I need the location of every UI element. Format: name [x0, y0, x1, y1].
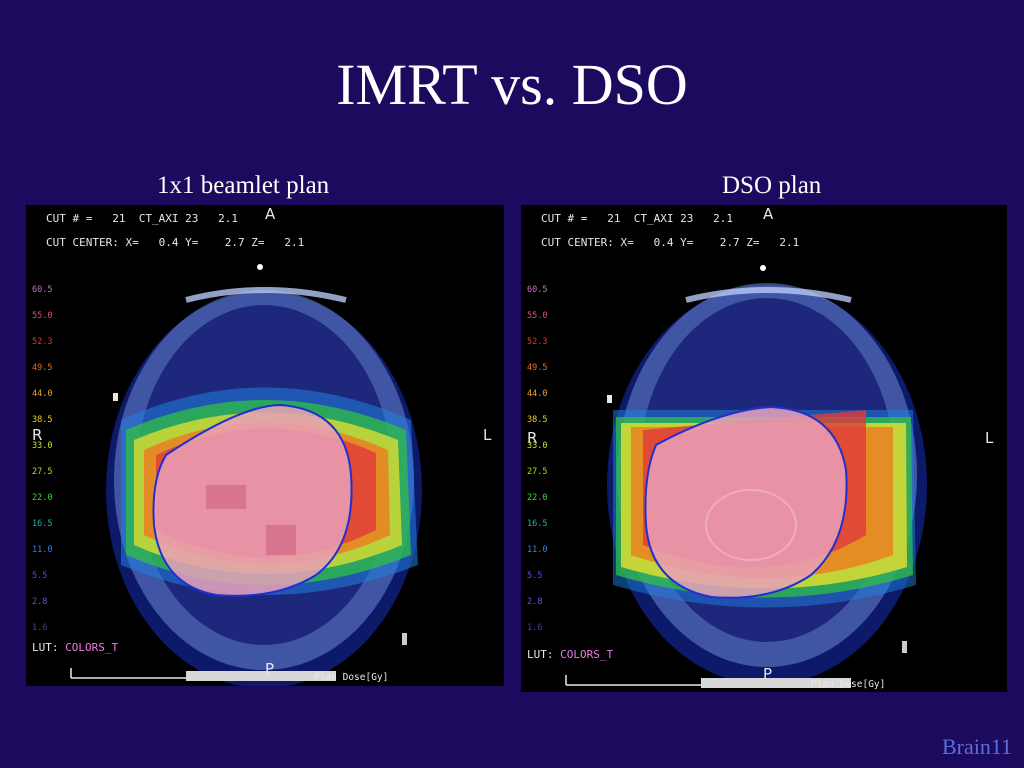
- cut-center-info: CUT CENTER: X= 0.4 Y= 2.7 Z= 2.1: [46, 236, 305, 249]
- legend-item: 44.0: [527, 389, 548, 399]
- ventricle-outline: [705, 489, 797, 561]
- legend-item: 5.5: [32, 571, 48, 581]
- cut-center-info: CUT CENTER: X= 0.4 Y= 2.7 Z= 2.1: [541, 236, 800, 249]
- lut-info: LUT: COLORS_T: [32, 641, 118, 654]
- legend-item: 44.0: [32, 389, 53, 399]
- lut-label: LUT:: [527, 648, 554, 661]
- legend-item: 16.5: [32, 519, 53, 529]
- orient-posterior: P: [265, 660, 275, 678]
- target-contour: [644, 405, 848, 599]
- legend-item: 33.0: [32, 441, 53, 451]
- table-strip: [186, 671, 336, 681]
- caption-beamlet-plan: 1x1 beamlet plan: [157, 172, 330, 199]
- dose-image-dso: CUT # = 21 CT_AXI 23 2.1 CUT CENTER: X= …: [521, 205, 1007, 692]
- orient-right: R: [32, 426, 43, 444]
- legend-item: 2.8: [32, 597, 48, 607]
- legend-item: 49.5: [32, 363, 53, 373]
- legend-item: 33.0: [527, 441, 548, 451]
- legend-item: 55.0: [527, 311, 548, 321]
- legend-item: 52.3: [527, 337, 548, 347]
- legend-item: 27.5: [527, 467, 548, 477]
- target-dose-region: [153, 405, 352, 596]
- cut-info: CUT # = 21 CT_AXI 23 2.1: [46, 212, 239, 225]
- fiducial-left: [113, 393, 118, 401]
- lut-label: LUT:: [32, 641, 59, 654]
- target-dose-region: [645, 407, 847, 598]
- marker-dot: [257, 264, 263, 270]
- frontal-bone: [685, 287, 852, 303]
- target-contour: [152, 403, 353, 597]
- legend-item: 49.5: [527, 363, 548, 373]
- lut-value: COLORS_T: [560, 648, 614, 661]
- dose-legend: 60.5 55.0 52.3 49.5 44.0 38.5 33.0 27.5 …: [527, 277, 547, 641]
- lut-value: COLORS_T: [65, 641, 119, 654]
- legend-item: 1.6: [32, 623, 48, 633]
- orient-right: R: [527, 429, 538, 447]
- orient-posterior: P: [763, 665, 773, 683]
- ct-dose-map-dso: [565, 265, 927, 688]
- hotspot-1: [206, 485, 246, 509]
- caption-dso-plan: DSO plan: [722, 172, 822, 199]
- legend-item: 52.3: [32, 337, 53, 347]
- orient-anterior: A: [763, 205, 774, 223]
- legend-item: 11.0: [32, 545, 53, 555]
- orient-left: L: [483, 426, 492, 444]
- legend-item: 5.5: [527, 571, 543, 581]
- frontal-bone: [185, 287, 347, 303]
- legend-item: 22.0: [527, 493, 548, 503]
- legend-item: 27.5: [32, 467, 53, 477]
- legend-item: 55.0: [32, 311, 53, 321]
- dose-image-beamlet: CUT # = 21 CT_AXI 23 2.1 CUT CENTER: X= …: [26, 205, 504, 686]
- slide-title: IMRT vs. DSO: [336, 52, 688, 117]
- table-strip: [701, 678, 851, 688]
- legend-item: 60.5: [32, 285, 53, 295]
- dose-unit-label: Plan Dose[Gy]: [811, 679, 886, 690]
- legend-item: 22.0: [32, 493, 53, 503]
- legend-item: 38.5: [32, 415, 53, 425]
- legend-item: 38.5: [527, 415, 548, 425]
- orient-anterior: A: [265, 205, 276, 223]
- lut-info: LUT: COLORS_T: [527, 648, 613, 661]
- cut-info: CUT # = 21 CT_AXI 23 2.1: [541, 212, 734, 225]
- dose-unit-label: Plan Dose[Gy]: [314, 672, 389, 683]
- slide-footer: Brain11: [941, 734, 1012, 759]
- fiducial-right: [902, 641, 907, 653]
- legend-item: 2.8: [527, 597, 543, 607]
- orient-left: L: [985, 429, 994, 447]
- legend-item: 11.0: [527, 545, 548, 555]
- legend-item: 60.5: [527, 285, 548, 295]
- legend-item: 16.5: [527, 519, 548, 529]
- fiducial-right: [402, 633, 407, 645]
- hotspot-2: [266, 525, 296, 555]
- marker-dot: [760, 265, 766, 271]
- ct-dose-map-beamlet: [70, 264, 422, 686]
- dose-legend: 60.5 55.0 52.3 49.5 44.0 38.5 33.0 27.5 …: [32, 277, 52, 641]
- fiducial-left: [607, 395, 612, 403]
- legend-item: 1.6: [527, 623, 543, 633]
